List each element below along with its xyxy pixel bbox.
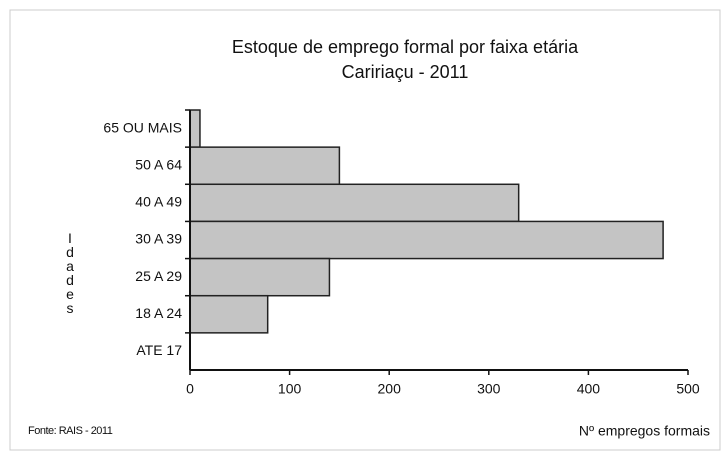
x-tick-label: 400 [577, 381, 601, 397]
bar [189, 146, 341, 186]
chart-title: Estoque de emprego formal por faixa etár… [232, 37, 579, 57]
bar [189, 294, 269, 334]
bar [189, 220, 664, 260]
y-tick-label: 30 A 39 [135, 231, 182, 247]
y-axis-label: Idades [62, 230, 78, 314]
y-tick-label: 40 A 49 [135, 194, 182, 210]
bar [189, 257, 331, 297]
x-tick-label: 100 [278, 381, 302, 397]
y-tick-label: 50 A 64 [135, 156, 182, 172]
x-axis-label: Nº empregos formais [579, 423, 710, 439]
y-tick-label: ATE 17 [136, 342, 182, 358]
bar [189, 183, 520, 223]
y-tick-label: 18 A 24 [135, 305, 182, 321]
bar [189, 109, 201, 148]
x-tick-label: 200 [378, 381, 402, 397]
source-note: Fonte: RAIS - 2011 [28, 425, 113, 437]
y-tick-label: 25 A 29 [135, 268, 182, 284]
x-tick-label: 300 [477, 381, 501, 397]
y-tick-label: 65 OU MAIS [103, 119, 182, 135]
x-tick-label: 0 [186, 381, 194, 397]
chart-subtitle: Caririaçu - 2011 [342, 62, 469, 82]
x-tick-label: 500 [676, 381, 700, 397]
